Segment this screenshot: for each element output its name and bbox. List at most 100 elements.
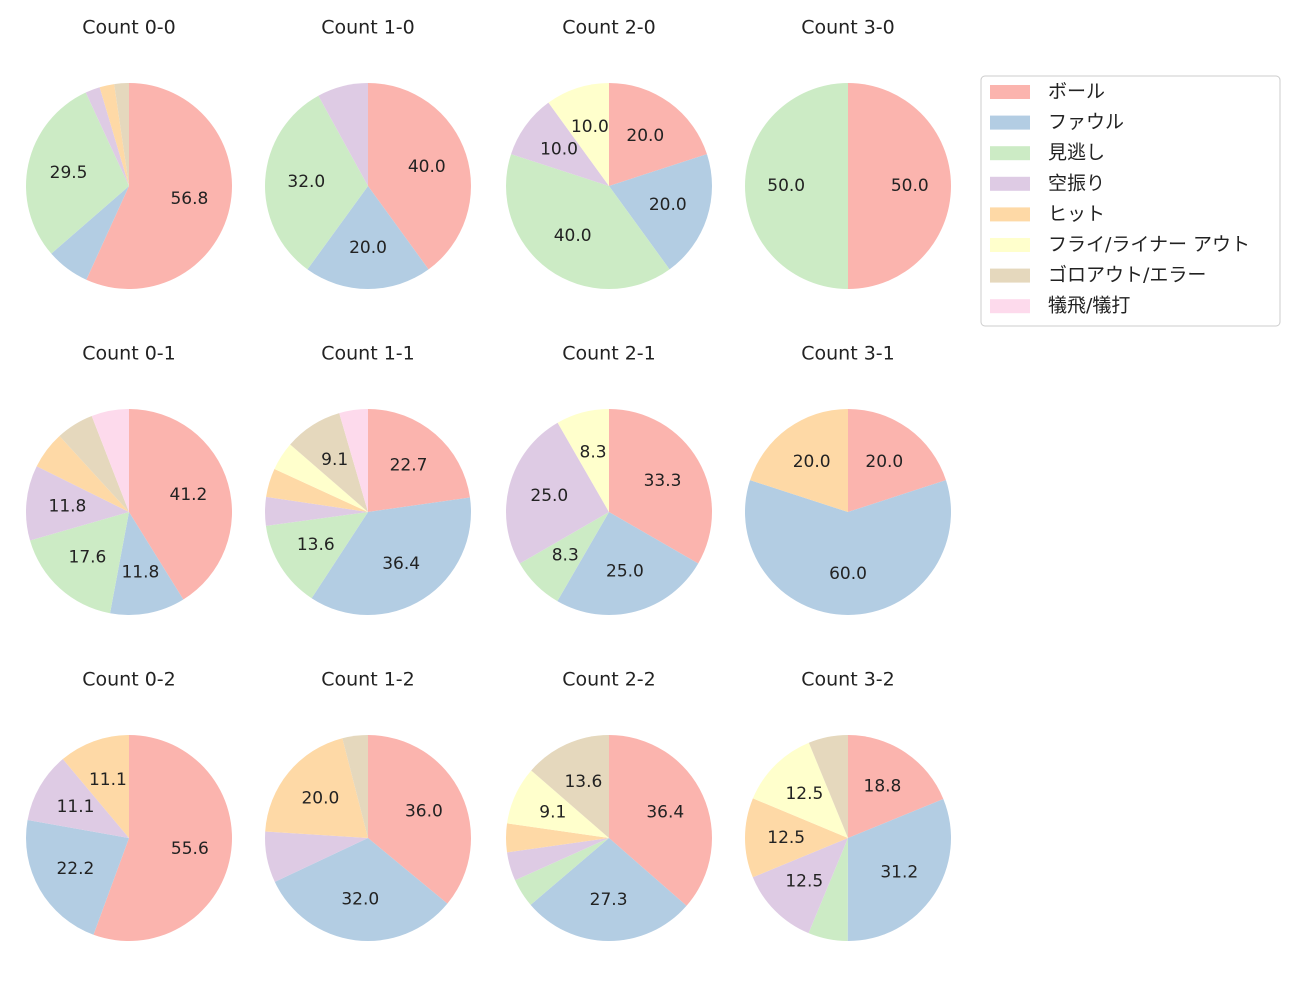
pie-slice xyxy=(557,512,699,615)
slice-label: 11.8 xyxy=(49,496,87,516)
pie-slice xyxy=(110,512,184,615)
slice-label: 50.0 xyxy=(767,176,805,196)
slice-label: 25.0 xyxy=(530,486,568,506)
chart-title: Count 0-1 xyxy=(82,343,176,365)
slice-label: 13.6 xyxy=(297,535,335,555)
slice-label: 22.7 xyxy=(390,455,428,475)
slice-label: 32.0 xyxy=(341,889,379,909)
pie-slice xyxy=(506,422,609,564)
chart-title: Count 2-0 xyxy=(562,17,656,39)
legend-label: ボール xyxy=(1048,81,1105,103)
slice-label: 8.3 xyxy=(580,442,607,462)
pie-slice xyxy=(848,83,951,289)
slice-label: 12.5 xyxy=(785,784,823,804)
pie-slice xyxy=(266,468,368,512)
slice-label: 9.1 xyxy=(321,450,348,470)
slice-label: 18.8 xyxy=(864,777,902,797)
chart-title: Count 3-1 xyxy=(801,343,895,365)
slice-label: 29.5 xyxy=(50,163,88,183)
pie-slice xyxy=(506,823,609,853)
pie-slice xyxy=(339,409,368,512)
slice-label: 40.0 xyxy=(554,226,592,246)
slice-label: 36.0 xyxy=(405,802,443,822)
slice-label: 11.1 xyxy=(89,770,127,790)
slice-label: 50.0 xyxy=(891,176,929,196)
slice-label: 55.6 xyxy=(171,839,209,859)
pie-slice xyxy=(51,186,130,280)
slice-label: 17.6 xyxy=(69,548,107,568)
chart-title: Count 1-0 xyxy=(321,17,415,39)
pie-slice xyxy=(274,838,448,941)
slice-label: 11.1 xyxy=(57,797,95,817)
legend-label: ゴロアウト/エラー xyxy=(1048,264,1206,286)
pie-slice xyxy=(368,409,470,512)
chart-title: Count 3-2 xyxy=(801,669,895,691)
pie-slice xyxy=(129,409,233,600)
pie-slice xyxy=(274,444,368,512)
pie-slice xyxy=(519,512,609,602)
pie-slice xyxy=(557,409,609,512)
chart-title: Count 1-2 xyxy=(321,669,415,691)
pie-slice xyxy=(506,154,670,289)
slice-label: 12.5 xyxy=(785,872,823,892)
pie-slice xyxy=(86,83,233,289)
pie-slice xyxy=(368,83,471,270)
slice-label: 32.0 xyxy=(287,172,325,192)
pie-slice xyxy=(342,735,368,838)
chart-title: Count 2-2 xyxy=(562,669,656,691)
pie-slice xyxy=(368,735,471,904)
chart-title: Count 1-1 xyxy=(321,343,415,365)
legend-label: 見逃し xyxy=(1048,142,1105,164)
legend-label: ファウル xyxy=(1048,111,1124,133)
legend-swatch xyxy=(990,146,1030,161)
slice-label: 11.8 xyxy=(121,563,159,583)
slice-label: 13.6 xyxy=(564,772,602,792)
legend-label: 犠飛/犠打 xyxy=(1048,295,1130,317)
pie-slice xyxy=(99,84,129,186)
slice-label: 27.3 xyxy=(590,890,628,910)
pie-slice xyxy=(531,735,609,838)
pie-slice xyxy=(114,83,129,186)
chart-title: Count 2-1 xyxy=(562,343,656,365)
pie-slice xyxy=(548,83,609,186)
pie-slice xyxy=(62,735,129,838)
slice-label: 9.1 xyxy=(539,802,566,822)
slice-label: 36.4 xyxy=(646,802,684,822)
pie-slice xyxy=(85,87,129,186)
pie-slice xyxy=(848,735,944,838)
slice-label: 40.0 xyxy=(408,157,446,177)
pie-slice xyxy=(264,95,368,270)
pie-slice xyxy=(265,496,368,526)
legend-swatch xyxy=(990,299,1030,314)
pie-slice xyxy=(609,83,707,186)
slice-label: 20.0 xyxy=(793,452,831,472)
pie-slice xyxy=(27,759,129,838)
pie-slice xyxy=(752,742,848,838)
pie-slice xyxy=(511,102,609,186)
pie-slice xyxy=(507,838,609,881)
pie-slice xyxy=(745,798,848,878)
slice-label: 33.3 xyxy=(644,471,682,491)
slice-label: 60.0 xyxy=(829,564,867,584)
legend-swatch xyxy=(990,85,1030,99)
slice-label: 10.0 xyxy=(571,117,609,137)
legend-swatch xyxy=(990,176,1030,191)
slice-label: 20.0 xyxy=(649,195,687,215)
slice-label: 56.8 xyxy=(170,189,208,209)
slice-label: 31.2 xyxy=(880,863,918,883)
slice-label: 10.0 xyxy=(540,140,578,160)
legend-label: フライ/ライナー アウト xyxy=(1048,234,1250,256)
pie-slice xyxy=(30,512,129,614)
pie-slice xyxy=(59,435,129,512)
pie-slice xyxy=(808,735,848,838)
pie-slice xyxy=(609,735,712,906)
slice-label: 20.0 xyxy=(626,126,664,146)
slice-label: 12.5 xyxy=(767,828,805,848)
legend-label: 空振り xyxy=(1048,172,1105,194)
slice-label: 20.0 xyxy=(349,238,387,258)
legend-swatch xyxy=(990,238,1030,252)
slice-label: 41.2 xyxy=(170,485,208,505)
pie-slice xyxy=(318,83,368,186)
pie-slice xyxy=(36,435,129,512)
slice-label: 20.0 xyxy=(865,452,903,472)
